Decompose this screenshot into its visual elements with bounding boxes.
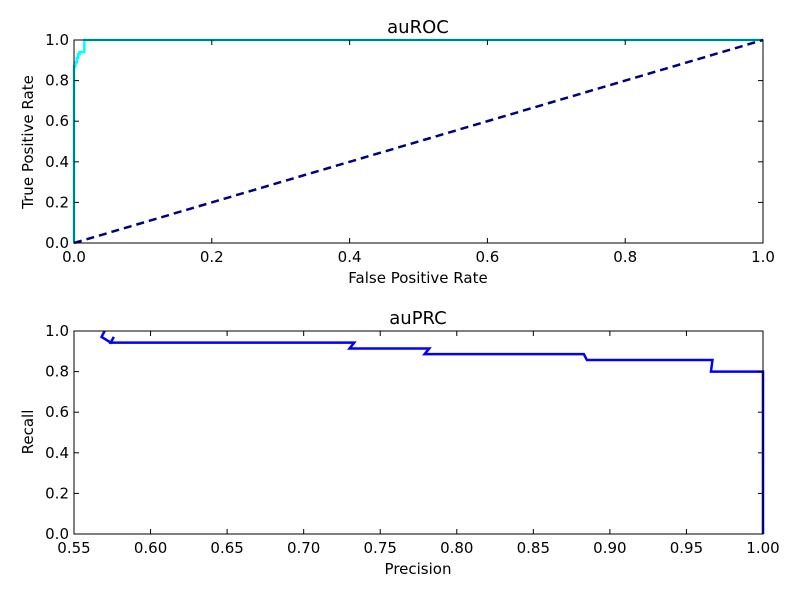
y-axis-label: True Positive Rate <box>19 75 37 210</box>
auroc-chart: auROC False Positive Rate True Positive … <box>19 17 775 287</box>
x-tick-label: 0.60 <box>134 539 167 557</box>
x-tick-label: 0.85 <box>517 539 550 557</box>
x-tick-label: 0.90 <box>593 539 626 557</box>
plot-frame <box>73 39 764 244</box>
x-tick-label: 0.8 <box>613 248 637 266</box>
x-tick-label: 1.0 <box>751 248 775 266</box>
y-axis-label: Recall <box>19 410 37 455</box>
y-tick-label: 0.0 <box>45 234 69 252</box>
y-tick-label: 1.0 <box>45 31 69 49</box>
y-tick-label: 0.6 <box>45 112 69 130</box>
y-tick-label: 0.0 <box>45 525 69 543</box>
y-tick-label: 0.8 <box>45 72 69 90</box>
y-tick-label: 0.6 <box>45 403 69 421</box>
x-tick-label: 0.6 <box>475 248 499 266</box>
y-tick-label: 0.2 <box>45 484 69 502</box>
plot-frame <box>73 330 764 535</box>
x-tick-label: 0.2 <box>200 248 224 266</box>
x-tick-label: 0.80 <box>440 539 473 557</box>
x-tick-label: 0.55 <box>57 539 90 557</box>
series-line-0 <box>72 38 763 243</box>
auprc-chart: auPRC Precision Recall 0.55 0.60 0.65 0.70 0… <box>19 308 780 578</box>
y-tick-label: 0.4 <box>45 444 69 462</box>
x-tick-label: 1.00 <box>746 539 779 557</box>
x-axis-label: False Positive Rate <box>348 269 487 287</box>
x-tick-label: 0.95 <box>670 539 703 557</box>
x-tick-label: 0.65 <box>210 539 243 557</box>
y-tick-label: 0.8 <box>45 363 69 381</box>
x-tick-label: 0.70 <box>287 539 320 557</box>
chart-title: auROC <box>387 17 449 38</box>
y-tick-label: 0.2 <box>45 193 69 211</box>
series-line-0 <box>99 330 765 534</box>
x-tick-label: 0.0 <box>62 248 86 266</box>
y-tick-label: 1.0 <box>45 322 69 340</box>
series-line-1 <box>73 38 764 245</box>
x-tick-label: 0.75 <box>364 539 397 557</box>
x-axis-label: Precision <box>385 560 452 578</box>
chart-title: auPRC <box>389 308 446 329</box>
y-tick-label: 0.4 <box>45 153 69 171</box>
x-tick-label: 0.4 <box>338 248 362 266</box>
